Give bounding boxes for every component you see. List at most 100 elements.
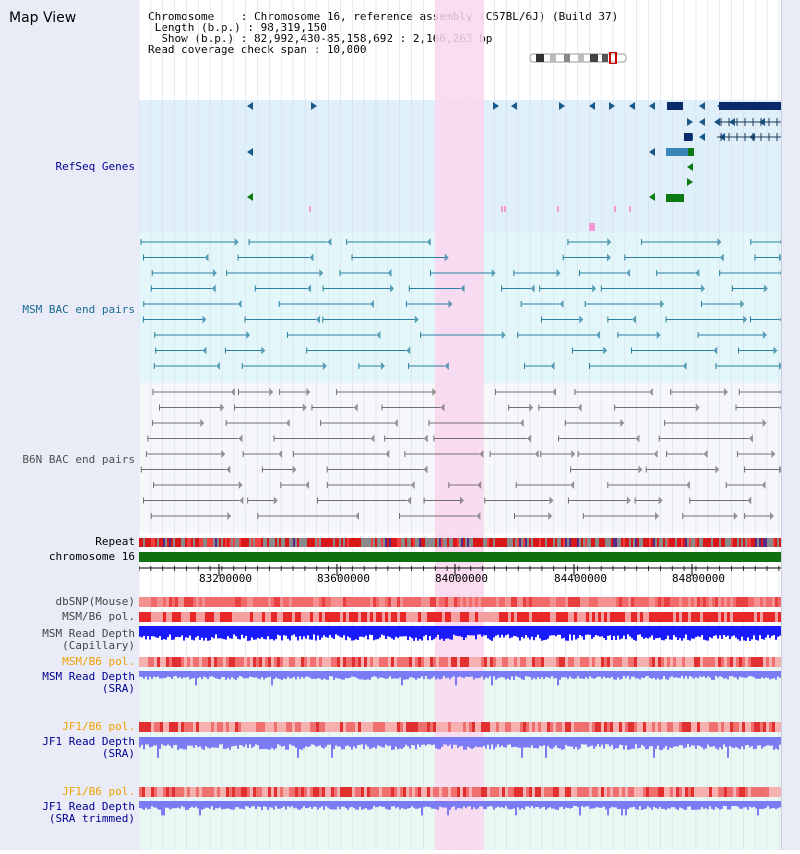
msm-capillary-depth-bar (205, 626, 207, 638)
track-label-msm-bac[interactable]: MSM BAC end pairs (22, 303, 135, 316)
jf1-sra-depth-bar (203, 737, 205, 750)
jf1-pol-trim-cell (232, 787, 235, 797)
jf1-trimmed-depth-bar (391, 801, 393, 807)
msm-capillary-depth-bar (763, 626, 765, 640)
msm-pol-cell (328, 612, 331, 622)
jf1-pol-cell (475, 722, 478, 732)
msm-sra-depth-bar (175, 671, 177, 676)
track-label-b6n-bac[interactable]: B6N BAC end pairs (22, 453, 135, 466)
msm-sra-depth-bar (223, 671, 225, 677)
msm-capillary-depth-bar (153, 626, 155, 637)
jf1-sra-depth-bar (709, 737, 711, 747)
jf1-sra-depth-bar (165, 737, 167, 746)
jf1-sra-depth-bar (239, 737, 241, 745)
jf1-trimmed-depth-bar (475, 801, 477, 810)
jf1-pol-cell (748, 722, 751, 732)
track-label-jf1-depth-trimmed[interactable]: JF1 Read Depth (SRA trimmed) (10, 801, 135, 825)
jf1-pol-cell (193, 722, 196, 732)
repeat-segment (317, 538, 319, 547)
jf1-trimmed-depth-bar (319, 801, 321, 808)
genome-browser-plot[interactable] (138, 0, 783, 850)
dbsnp-cell (517, 597, 520, 607)
jf1-pol-trim-cell (211, 787, 214, 797)
track-label-jf1-depth[interactable]: JF1 Read Depth (SRA) (10, 736, 135, 760)
jf1-trimmed-depth-bar (225, 801, 227, 809)
dbsnp-cell (271, 597, 274, 607)
jf1-trimmed-depth-bar (681, 801, 683, 809)
msm-pol-cell (748, 612, 751, 622)
track-label-repeat[interactable]: Repeat (95, 535, 135, 548)
b6n-bac-pair-marker (658, 496, 663, 505)
repeat-segment (291, 538, 293, 547)
msm-capillary-depth-bar (753, 626, 755, 636)
repeat-segment (169, 538, 171, 547)
track-label-jf1-pol[interactable]: JF1/B6 pol. (62, 720, 135, 733)
chromosome-ideogram[interactable] (528, 52, 630, 64)
msm-capillary-depth-bar (619, 626, 621, 640)
msm-capillary-depth-bar (269, 626, 271, 640)
repeat-segment (717, 538, 719, 547)
jf1-sra-depth-bar (347, 737, 349, 746)
jf1-trimmed-depth-bar (495, 801, 497, 808)
track-label-msm-depth-capillary[interactable]: MSM Read Depth (Capillary) (10, 628, 135, 652)
repeat-segment (385, 538, 387, 547)
jf1-sra-depth-bar (633, 737, 635, 749)
repeat-segment (503, 538, 505, 547)
repeat-segment (161, 538, 163, 547)
jf1-sra-depth-bar (625, 737, 627, 746)
track-label-jf1-pol-trimmed[interactable]: JF1/B6 pol. (62, 785, 135, 798)
dbsnp-cell (463, 597, 466, 607)
b6n-bac-pair-marker (238, 434, 243, 443)
msm-sra-depth-bar (663, 671, 665, 677)
dbsnp-cell (238, 597, 241, 607)
jf1-trimmed-depth-bar (607, 801, 609, 816)
jf1-trimmed-depth-bar (163, 801, 165, 816)
jf1-trimmed-depth-bar (427, 801, 429, 807)
track-label-msm-pol-sra[interactable]: MSM/B6 pol. (62, 655, 135, 668)
track-label-msm-depth-sra[interactable]: MSM Read Depth (SRA) (10, 671, 135, 695)
jf1-trimmed-depth-bar (397, 801, 399, 808)
track-label-dbsnp[interactable]: dbSNP(Mouse) (55, 595, 135, 608)
msm-capillary-depth-bar (549, 626, 551, 636)
repeat-segment (755, 538, 757, 547)
jf1-trimmed-depth-bar (507, 801, 509, 809)
jf1-pol-cell (343, 722, 346, 732)
jf1-sra-depth-bar (201, 737, 203, 749)
jf1-sra-depth-bar (485, 737, 487, 749)
msm-capillary-depth-bar (391, 626, 393, 639)
msm-sra-depth-bar (337, 671, 339, 679)
msm-capillary-depth-bar (473, 626, 475, 636)
repeat-segment (187, 538, 189, 547)
repeat-segment (631, 538, 633, 547)
track-label-refseq[interactable]: RefSeq Genes (55, 160, 135, 173)
jf1-sra-depth-bar (291, 737, 293, 746)
repeat-segment (763, 538, 765, 547)
track-label-msm-pol[interactable]: MSM/B6 pol. (62, 610, 135, 623)
msm-capillary-depth-bar (525, 626, 527, 636)
msm-sra-depth-bar (369, 671, 371, 680)
msm-bac-pair-marker (444, 253, 449, 262)
msm-pol-sra-cell (562, 657, 565, 667)
jf1-sra-depth-bar (181, 737, 183, 749)
msm-capillary-depth-bar (647, 626, 649, 639)
msm-sra-depth-bar (225, 671, 227, 680)
jf1-sra-depth-bar (505, 737, 507, 748)
msm-capillary-depth-bar (319, 626, 321, 640)
msm-sra-depth-bar (731, 671, 733, 677)
jf1-pol-trim-cell (493, 787, 496, 797)
msm-sra-depth-bar (767, 671, 769, 678)
msm-pol-cell (313, 612, 316, 622)
jf1-pol-cell (208, 722, 211, 732)
jf1-pol-cell (658, 722, 661, 732)
right-scrollbar-area[interactable] (781, 0, 800, 850)
jf1-pol-cell (598, 722, 601, 732)
jf1-trimmed-depth-bar (749, 801, 751, 807)
msm-sra-depth-bar (569, 671, 571, 677)
jf1-trimmed-depth-bar (197, 801, 199, 809)
msm-pol-sra-cell (175, 657, 178, 667)
repeat-segment (295, 538, 297, 547)
jf1-trimmed-depth-bar (169, 801, 171, 810)
jf1-pol-cell (277, 722, 280, 732)
jf1-trimmed-depth-bar (645, 801, 647, 809)
msm-sra-depth-bar (611, 671, 613, 677)
